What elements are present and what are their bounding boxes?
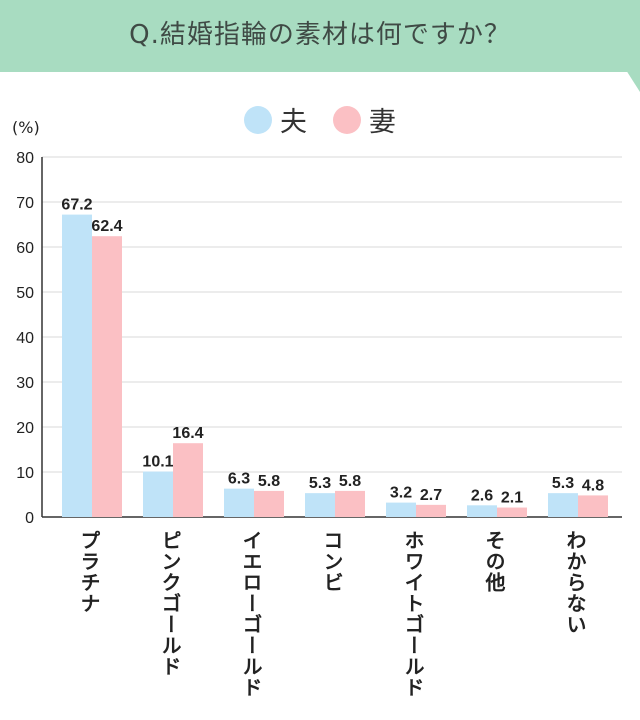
data-label: 62.4 <box>91 218 122 235</box>
bar-wife <box>173 443 203 517</box>
bar-husband <box>386 502 416 517</box>
bar-husband <box>305 493 335 517</box>
data-label: 4.8 <box>582 477 604 494</box>
data-label: 10.1 <box>142 454 173 471</box>
data-label: 5.8 <box>339 473 361 490</box>
bar-husband <box>548 493 578 517</box>
banner-tail <box>608 70 640 92</box>
data-label: 5.8 <box>258 473 280 490</box>
data-label: 6.3 <box>228 471 250 488</box>
bar-wife <box>578 495 608 517</box>
x-tick-label: わからない <box>563 530 587 635</box>
y-axis-unit: (%) <box>12 118 40 137</box>
x-tick-label: プラチナ <box>77 530 101 614</box>
data-label: 5.3 <box>552 475 574 492</box>
data-label: 3.2 <box>390 485 412 502</box>
y-tick-label: 30 <box>16 375 34 392</box>
y-tick-label: 80 <box>16 150 34 167</box>
bar-wife <box>335 490 365 517</box>
x-tick-label: コンビ <box>320 530 344 593</box>
data-label: 67.2 <box>61 197 92 214</box>
bar-husband <box>143 471 173 517</box>
legend-item-husband: 夫 <box>244 100 307 139</box>
chart-title: Q.結婚指輪の素材は何ですか？ <box>129 20 511 50</box>
legend-item-wife: 妻 <box>333 100 396 139</box>
bar-wife <box>254 490 284 517</box>
x-tick-label: ホワイトゴールド <box>401 530 425 698</box>
x-tick-label: ピンクゴールド <box>158 530 182 677</box>
legend-swatch-husband <box>244 105 272 134</box>
x-tick-label: その他 <box>482 530 506 593</box>
y-tick-label: 60 <box>16 240 34 257</box>
data-label: 5.3 <box>309 475 331 492</box>
y-tick-label: 70 <box>16 195 34 212</box>
bar-husband <box>224 488 254 517</box>
legend: 夫 妻 <box>0 100 640 139</box>
legend-swatch-wife <box>333 105 361 134</box>
y-tick-label: 50 <box>16 285 34 302</box>
bar-wife <box>92 236 122 517</box>
data-label: 2.1 <box>501 490 523 507</box>
title-banner <box>0 0 640 72</box>
data-label: 16.4 <box>172 425 203 442</box>
x-tick-label: イエローゴールド <box>239 530 263 698</box>
data-label: 2.7 <box>420 487 442 504</box>
y-tick-label: 10 <box>16 465 34 482</box>
bar-wife <box>416 504 446 517</box>
bar-husband <box>467 505 497 517</box>
y-tick-label: 40 <box>16 330 34 347</box>
legend-label-husband: 夫 <box>280 107 307 138</box>
y-tick-label: 20 <box>16 420 34 437</box>
legend-label-wife: 妻 <box>369 107 396 138</box>
bar-wife <box>497 507 527 517</box>
data-label: 2.6 <box>471 487 493 504</box>
bar-husband <box>62 214 92 517</box>
y-tick-label: 0 <box>25 510 34 527</box>
